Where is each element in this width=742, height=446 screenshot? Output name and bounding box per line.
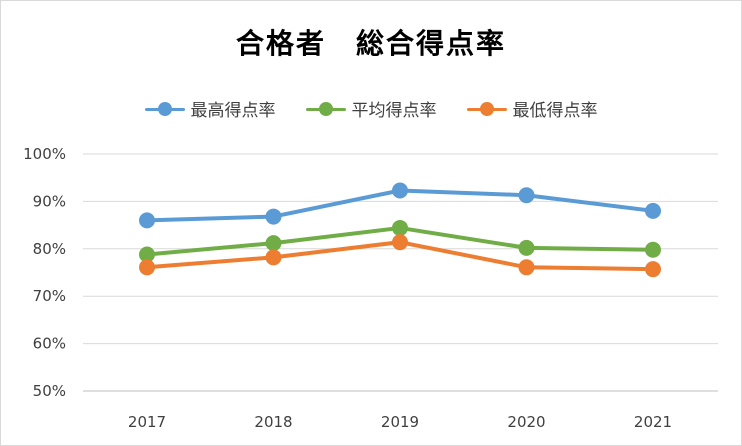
legend-label-max: 最高得点率 [190,101,276,121]
legend-marker-min [466,101,507,116]
x-tick-label: 2020 [507,413,545,431]
data-point-avg [645,241,661,258]
y-tick-label: 70% [33,287,66,305]
data-point-avg [518,239,535,256]
legend-label-avg: 平均得点率 [351,101,437,121]
x-tick-label: 2018 [254,413,292,431]
legend-label-min: 最低得点率 [512,101,598,121]
data-point-max [139,212,155,229]
chart-title: 合格者 総合得点率 [235,27,506,60]
y-tick-label: 90% [33,192,66,210]
data-point-avg [392,219,408,236]
legend-item-min: 最低得点率 [466,96,598,121]
y-tick-label: 60% [33,335,66,353]
data-point-max [265,208,282,225]
x-tick-label: 2021 [634,413,672,431]
legend-marker-max [144,101,185,116]
data-point-avg [265,235,282,252]
data-point-min [139,259,155,276]
y-tick-label: 50% [33,382,66,400]
y-tick-label: 100% [23,145,66,163]
legend: 最高得点率 平均得点率 最低得点率 [0,96,742,121]
x-tick-label: 2019 [381,413,419,431]
data-point-avg [139,246,155,263]
legend-item-max: 最高得点率 [144,96,276,121]
data-point-min [392,234,408,251]
x-tick-label: 2017 [128,413,166,431]
y-tick-label: 80% [33,240,66,258]
legend-item-avg: 平均得点率 [305,96,437,121]
data-point-max [645,202,661,219]
data-point-max [518,187,535,204]
data-point-min [518,259,535,276]
legend-marker-avg [305,101,346,116]
data-point-min [265,249,282,266]
data-point-max [392,182,408,199]
data-point-min [645,261,661,278]
